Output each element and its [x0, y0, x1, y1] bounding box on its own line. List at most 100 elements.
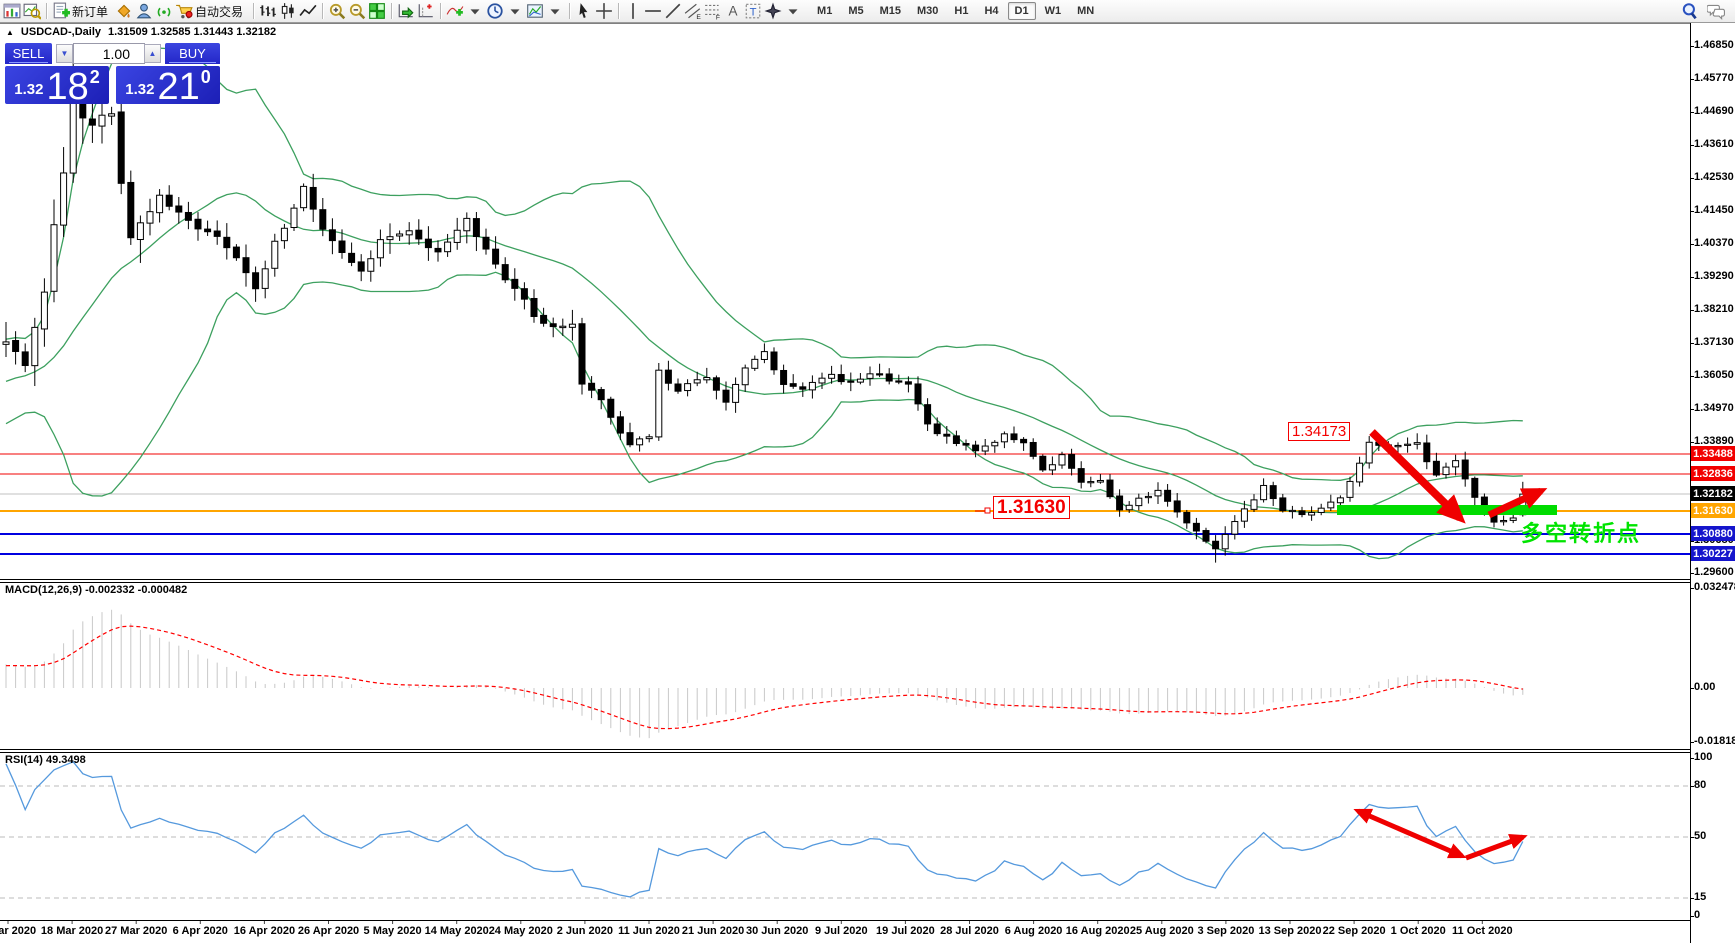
volume-input[interactable]: 1.00: [73, 43, 145, 64]
timeframe-w1-button[interactable]: W1: [1044, 5, 1062, 17]
bar-chart-icon[interactable]: [258, 1, 278, 21]
rsi-tick: [1690, 898, 1694, 899]
charts-toggle-icon[interactable]: [2, 1, 22, 21]
candlestick-chart-icon[interactable]: [278, 1, 298, 21]
tile-windows-icon[interactable]: [367, 1, 387, 21]
templates-icon[interactable]: [525, 1, 545, 21]
timeframe-m30-button[interactable]: M30: [917, 5, 939, 17]
toolbar-separator: [46, 3, 47, 19]
autotrading-label[interactable]: 自动交易: [195, 4, 244, 19]
periods-caret-icon[interactable]: [505, 1, 525, 21]
timeframe-h1-button[interactable]: H1: [954, 5, 969, 17]
price-tick-label: 1.41450: [1694, 204, 1734, 216]
new-order-label[interactable]: 新订单: [72, 4, 109, 19]
support-price-label[interactable]: 1.31630: [993, 496, 1070, 519]
date-axis-label: 30 Jun 2020: [746, 925, 809, 937]
data-window-icon[interactable]: [22, 1, 42, 21]
arrows-icon[interactable]: [763, 1, 783, 21]
toolbar-separator: [569, 3, 571, 19]
text-icon[interactable]: A: [723, 1, 743, 21]
timeframe-mn-button[interactable]: MN: [1077, 5, 1095, 17]
price-tick-label: 1.44690: [1694, 105, 1734, 117]
volume-increase-button[interactable]: ▲: [144, 44, 161, 63]
buy-price-tile[interactable]: 1.32 21 0: [116, 66, 220, 106]
rsi-tick-label: 15: [1694, 891, 1707, 903]
signals-icon[interactable]: [154, 1, 174, 21]
collapse-arrow-icon[interactable]: ▲: [6, 27, 14, 37]
horizontal-line-icon[interactable]: [643, 1, 663, 21]
text-label-icon[interactable]: T: [743, 1, 763, 21]
price-level-badge: 1.32836: [1691, 466, 1735, 481]
timeframe-m1-button[interactable]: M1: [817, 5, 833, 17]
svg-text:A: A: [729, 4, 738, 19]
indicators-icon[interactable]: [445, 1, 465, 21]
line-chart-icon[interactable]: [298, 1, 318, 21]
arrows-caret-icon[interactable]: [783, 1, 803, 21]
community-icon[interactable]: [134, 1, 154, 21]
fibonacci-icon[interactable]: F: [703, 1, 723, 21]
date-axis-label: 9 Mar 2020: [0, 925, 37, 937]
crosshair-icon[interactable]: [594, 1, 614, 21]
zoom-in-icon[interactable]: [327, 1, 347, 21]
cursor-icon[interactable]: [574, 1, 594, 21]
macd-label: MACD(12,26,9) -0.002332 -0.000482: [5, 584, 188, 596]
price-level-badge: 1.33488: [1691, 446, 1735, 461]
date-axis-label: 18 Mar 2020: [40, 925, 104, 937]
resistance-price-label[interactable]: 1.34173: [1288, 422, 1351, 441]
price-tick-label: 1.38210: [1694, 303, 1734, 315]
styler-icon[interactable]: [114, 1, 134, 21]
sell-price-tile[interactable]: 1.32 18 2: [5, 66, 109, 106]
date-axis-label: 24 May 2020: [488, 925, 553, 937]
sell-price-base: 1.32: [14, 81, 44, 98]
equidistant-channel-icon[interactable]: E: [683, 1, 703, 21]
sell-button[interactable]: SELL: [5, 43, 52, 64]
rsi-up-arrow[interactable]: [1465, 833, 1528, 861]
rsi-tick: [1690, 837, 1694, 838]
chat-icon[interactable]: [1706, 1, 1726, 21]
price-tick: [1690, 112, 1694, 113]
rsi-tick-label: 0: [1694, 909, 1701, 921]
turning-point-note[interactable]: 多空转折点: [1521, 521, 1642, 546]
price-up-arrow[interactable]: [1487, 487, 1548, 519]
chart-shift-icon[interactable]: [416, 1, 436, 21]
timeframe-m15-button[interactable]: M15: [879, 5, 901, 17]
price-tick: [1690, 211, 1694, 212]
zoom-out-icon[interactable]: [347, 1, 367, 21]
rsi-down-arrow[interactable]: [1353, 808, 1467, 859]
rsi-label: RSI(14) 49.3498: [5, 754, 86, 766]
auto-scroll-icon[interactable]: [396, 1, 416, 21]
autotrading-icon[interactable]: [174, 1, 194, 21]
vertical-line-icon[interactable]: [623, 1, 643, 21]
price-tick: [1690, 79, 1694, 80]
price-tick: [1690, 343, 1694, 344]
buy-button[interactable]: BUY: [165, 43, 220, 64]
buy-price-base: 1.32: [125, 81, 155, 98]
timeframe-h4-button[interactable]: H4: [984, 5, 999, 17]
macd-tick-label: -0.018182: [1694, 735, 1735, 747]
periods-icon[interactable]: [485, 1, 505, 21]
toolbar-separator: [322, 3, 324, 19]
trendline-icon[interactable]: [663, 1, 683, 21]
buy-price-point: 0: [200, 67, 211, 87]
rsi-tick: [1690, 786, 1694, 787]
volume-decrease-button[interactable]: ▼: [56, 44, 73, 63]
one-click-trade-panel: SELL ▼ 1.00 ▲ BUY 1.32 18 2 1.32 21 0: [5, 43, 220, 106]
date-axis-label: 27 Mar 2020: [104, 925, 168, 937]
rsi-tick-label: 80: [1694, 779, 1707, 791]
indicators-caret-icon[interactable]: [465, 1, 485, 21]
price-scale[interactable]: [1690, 23, 1735, 943]
svg-text:F: F: [716, 14, 720, 20]
price-tick: [1690, 178, 1694, 179]
new-order-icon[interactable]: [51, 1, 71, 21]
timeframe-d1-button[interactable]: D1: [1007, 2, 1036, 20]
svg-text:E: E: [696, 14, 701, 20]
date-axis-label: 26 Apr 2020: [297, 925, 360, 937]
price-level-badge: 1.30227: [1691, 546, 1735, 561]
timeframe-m5-button[interactable]: M5: [848, 5, 864, 17]
search-icon[interactable]: [1680, 1, 1700, 21]
price-down-arrow[interactable]: [1369, 429, 1466, 524]
date-axis-label: 3 Sep 2020: [1197, 925, 1255, 937]
symbol-info: ▲ USDCAD-,Daily 1.31509 1.32585 1.31443 …: [6, 26, 276, 38]
templates-caret-icon[interactable]: [545, 1, 565, 21]
